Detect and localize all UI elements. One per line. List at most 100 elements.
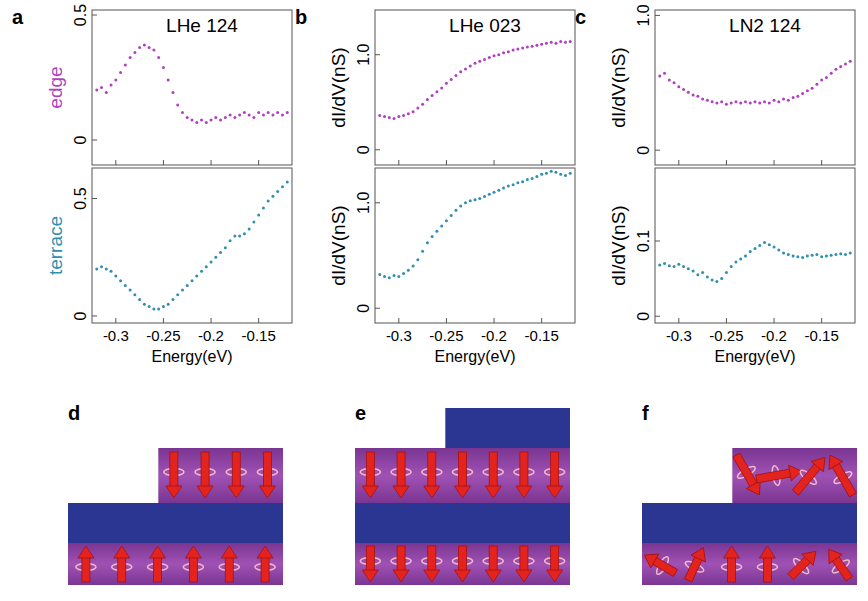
- x-tick-label: -0.15: [805, 327, 839, 344]
- spin-head: [746, 481, 766, 499]
- spin-head: [221, 546, 237, 558]
- point: [388, 276, 391, 279]
- spin-head: [197, 486, 213, 498]
- x-tick: [494, 160, 495, 165]
- point: [412, 110, 415, 113]
- x-tick: [494, 318, 495, 323]
- point: [238, 114, 241, 117]
- point: [276, 190, 279, 193]
- point: [124, 64, 127, 67]
- point: [421, 103, 424, 106]
- spin-head: [424, 486, 440, 498]
- point: [176, 293, 179, 296]
- point: [100, 86, 103, 89]
- spin-head: [228, 486, 244, 498]
- point: [682, 88, 685, 91]
- point: [701, 271, 704, 274]
- point: [758, 244, 761, 247]
- point: [152, 307, 155, 310]
- point: [521, 180, 524, 183]
- point: [478, 60, 481, 63]
- x-tick-label: -0.3: [386, 327, 412, 344]
- point: [271, 195, 274, 198]
- point: [768, 102, 771, 105]
- x-tick: [211, 160, 212, 165]
- point: [839, 65, 842, 68]
- point: [407, 269, 410, 272]
- spin-head: [485, 486, 501, 498]
- point: [252, 221, 255, 224]
- y-tick-label: 1.0: [355, 192, 372, 214]
- spin-shaft: [397, 452, 405, 487]
- spin-arrow: [183, 546, 203, 582]
- spin-shaft: [489, 546, 497, 571]
- point: [531, 177, 534, 180]
- spin-arrow: [453, 546, 473, 582]
- spin-head: [485, 570, 501, 582]
- point: [181, 111, 184, 114]
- point: [124, 284, 127, 287]
- x-tick: [163, 160, 164, 165]
- point: [262, 114, 265, 117]
- point: [450, 214, 453, 217]
- point: [271, 114, 274, 117]
- point: [248, 114, 251, 117]
- plot-frame: [655, 10, 855, 165]
- point: [205, 121, 208, 124]
- point: [773, 99, 776, 102]
- point: [105, 267, 108, 270]
- spin-head: [362, 486, 378, 498]
- spin-head: [166, 486, 182, 498]
- point: [431, 94, 434, 97]
- y-tick: [92, 315, 97, 316]
- point: [157, 56, 160, 59]
- spin-arrow: [545, 452, 565, 498]
- spin-head: [802, 546, 822, 566]
- point: [474, 198, 477, 201]
- point: [744, 100, 747, 103]
- points: [658, 241, 851, 283]
- point: [754, 247, 757, 250]
- point: [210, 119, 213, 122]
- point: [663, 262, 666, 265]
- point: [782, 252, 785, 255]
- spin-shaft: [551, 546, 559, 571]
- layer-purple: [158, 448, 283, 503]
- point: [692, 93, 695, 96]
- points: [378, 40, 571, 120]
- point: [252, 116, 255, 119]
- point: [701, 97, 704, 100]
- point: [682, 265, 685, 268]
- point: [426, 98, 429, 101]
- point: [138, 46, 141, 49]
- spin-shaft: [520, 546, 528, 571]
- x-tick: [258, 160, 259, 165]
- point: [815, 83, 818, 86]
- point: [402, 114, 405, 117]
- spin-shaft: [225, 557, 233, 582]
- y-tick-label: 0: [72, 311, 89, 320]
- spin-shaft: [82, 557, 90, 582]
- point: [521, 47, 524, 50]
- point: [119, 71, 122, 74]
- spin-arrow: [257, 452, 277, 498]
- spin-head: [393, 486, 409, 498]
- spin-arrow: [219, 546, 239, 582]
- x-tick: [774, 160, 775, 165]
- point: [564, 174, 567, 177]
- point: [507, 184, 510, 187]
- point: [526, 178, 529, 181]
- plot-frame: [375, 168, 575, 323]
- point: [663, 72, 666, 75]
- y-tick-label: 0: [72, 135, 89, 144]
- point: [267, 199, 270, 202]
- spin-head: [362, 570, 378, 582]
- point: [378, 114, 381, 117]
- panel-label: b: [295, 6, 307, 28]
- x-axis-title: Energy(eV): [152, 348, 233, 365]
- layer-blue: [355, 503, 570, 543]
- point: [440, 86, 443, 89]
- point: [849, 60, 852, 63]
- spin-arrow: [755, 461, 804, 489]
- point: [167, 79, 170, 82]
